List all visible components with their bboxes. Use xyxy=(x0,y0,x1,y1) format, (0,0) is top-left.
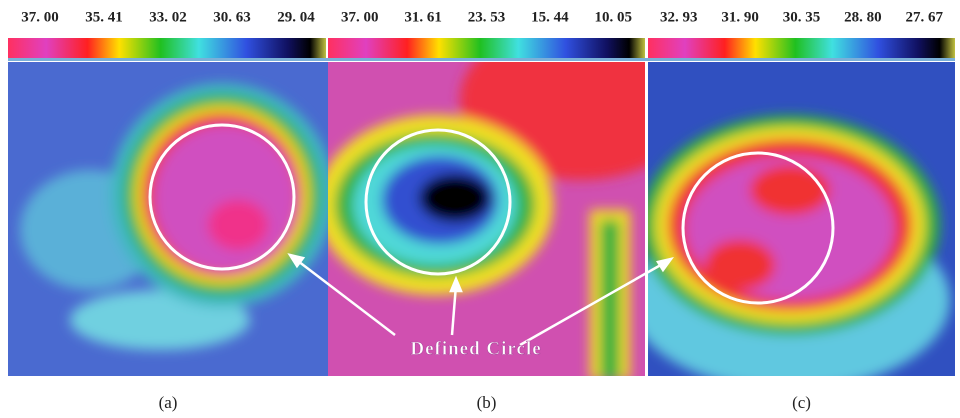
scale-label: 27. 67 xyxy=(906,9,944,25)
annotation: Defined Circle xyxy=(410,338,541,359)
scale-label: 35. 41 xyxy=(85,9,123,25)
scale-label: 37. 00 xyxy=(341,9,379,25)
thermal-image-c xyxy=(630,62,955,390)
figure: Defined Circle 37. 00 35. 41 33. 02 30. 63 2… xyxy=(0,0,960,418)
scale-label: 28. 80 xyxy=(844,9,882,25)
scale-label: 30. 63 xyxy=(213,9,251,25)
scale-label: 29. 04 xyxy=(277,9,315,25)
scale-label: 37. 00 xyxy=(21,9,59,25)
colorbar xyxy=(648,38,955,58)
caption: (c) xyxy=(792,393,811,412)
colorbar xyxy=(8,38,326,58)
scale-label: 23. 53 xyxy=(468,9,506,25)
scale-label: 33. 02 xyxy=(149,9,187,25)
thermal-image-a xyxy=(8,62,334,376)
scale-label: 31. 61 xyxy=(404,9,442,25)
scale-label: 10. 05 xyxy=(595,9,633,25)
caption: (b) xyxy=(477,393,497,412)
colorbar-edge xyxy=(8,58,955,61)
thermal-image-b xyxy=(317,20,700,380)
colorbars xyxy=(8,38,955,61)
scale-label: 31. 90 xyxy=(721,9,759,25)
caption: (a) xyxy=(159,393,178,412)
scale-label: 15. 44 xyxy=(531,9,569,25)
scale-label: 30. 35 xyxy=(783,9,821,25)
scale-label: 32. 93 xyxy=(660,9,698,25)
colorbar xyxy=(328,38,645,58)
